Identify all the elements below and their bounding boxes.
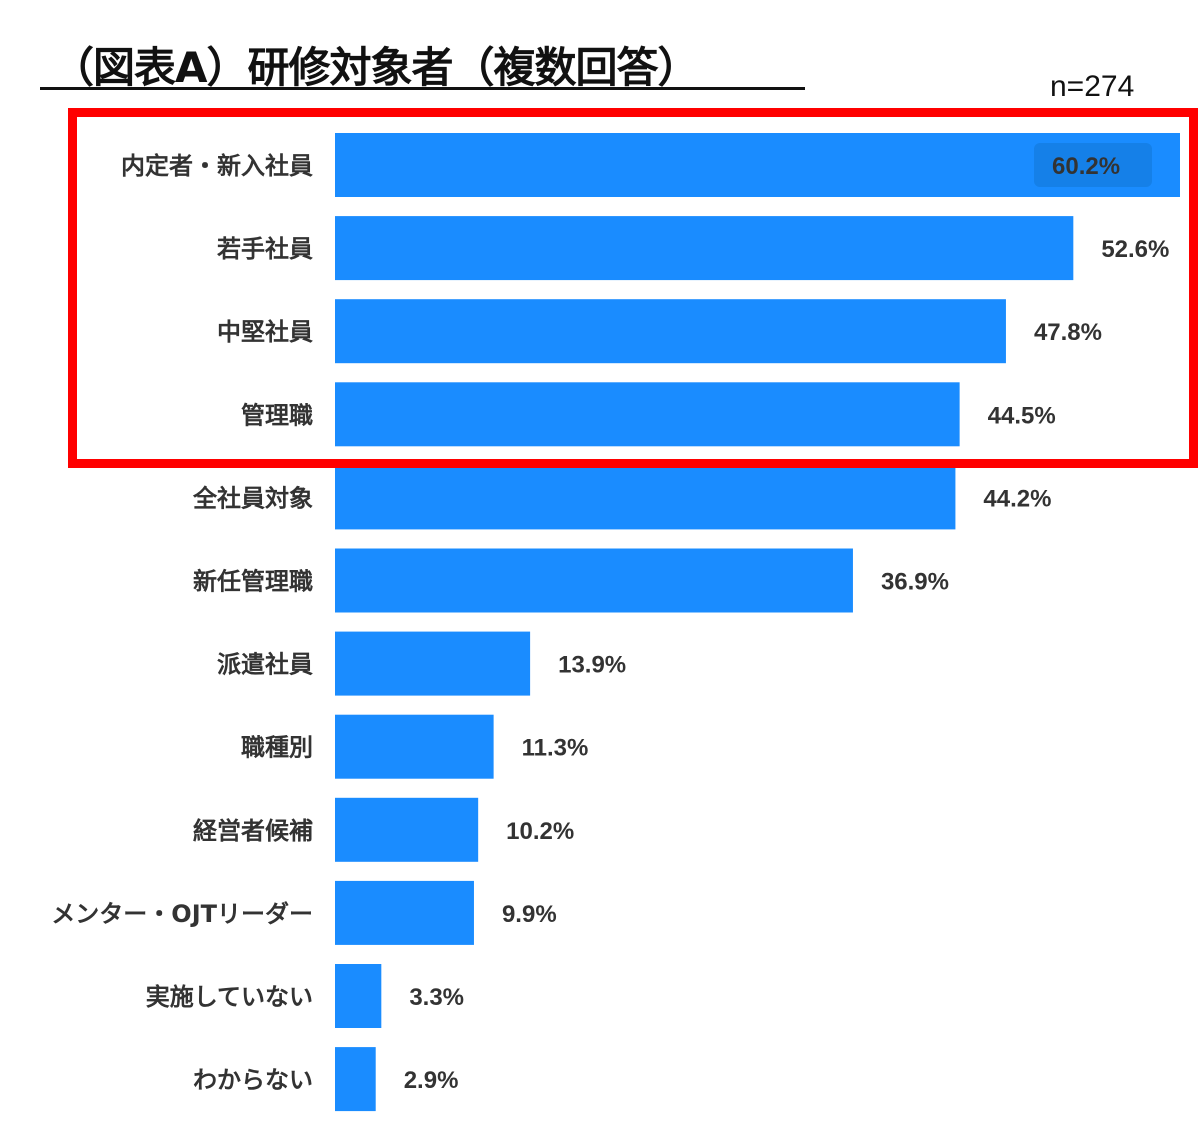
- value-label: 44.2%: [983, 485, 1051, 512]
- value-label: 36.9%: [881, 569, 949, 596]
- value-label: 2.9%: [404, 1067, 459, 1094]
- bar: [335, 714, 494, 779]
- category-label: メンター・OJTリーダー: [51, 900, 313, 928]
- category-label: わからない: [193, 1066, 313, 1094]
- category-label: 内定者・新入社員: [121, 152, 313, 180]
- value-label: 11.3%: [522, 735, 589, 762]
- bar: [335, 465, 956, 530]
- value-label: 10.2%: [506, 818, 574, 845]
- chart-title: （図表A）研修対象者（複数回答）: [52, 43, 700, 92]
- category-label: 新任管理職: [193, 568, 313, 596]
- bar: [335, 216, 1074, 281]
- bar: [335, 382, 960, 447]
- sample-size-label: n=274: [1050, 70, 1135, 103]
- bar: [335, 797, 479, 862]
- value-label: 44.5%: [988, 402, 1056, 429]
- bar: [335, 299, 1006, 364]
- value-label: 52.6%: [1101, 236, 1169, 263]
- value-label: 3.3%: [409, 984, 464, 1011]
- bar: [335, 880, 474, 945]
- value-label: 9.9%: [502, 901, 557, 928]
- bar: [335, 1047, 376, 1112]
- bar: [335, 548, 853, 613]
- category-label: 若手社員: [216, 235, 313, 263]
- bar: [335, 631, 531, 696]
- title-underline: [40, 87, 805, 90]
- category-label: 経営者候補: [193, 817, 313, 845]
- value-label: 13.9%: [558, 652, 626, 679]
- value-label-background: [1034, 143, 1152, 187]
- category-label: 実施していない: [146, 983, 313, 1011]
- category-label: 中堅社員: [217, 318, 313, 346]
- category-label: 職種別: [241, 734, 313, 762]
- category-label: 全社員対象: [192, 484, 313, 512]
- value-label: 60.2%: [1052, 153, 1120, 180]
- category-label: 管理職: [241, 401, 313, 429]
- bar: [335, 964, 382, 1028]
- category-label: 派遣社員: [217, 651, 313, 679]
- highlight-box: [68, 108, 1198, 468]
- value-label: 47.8%: [1034, 319, 1102, 346]
